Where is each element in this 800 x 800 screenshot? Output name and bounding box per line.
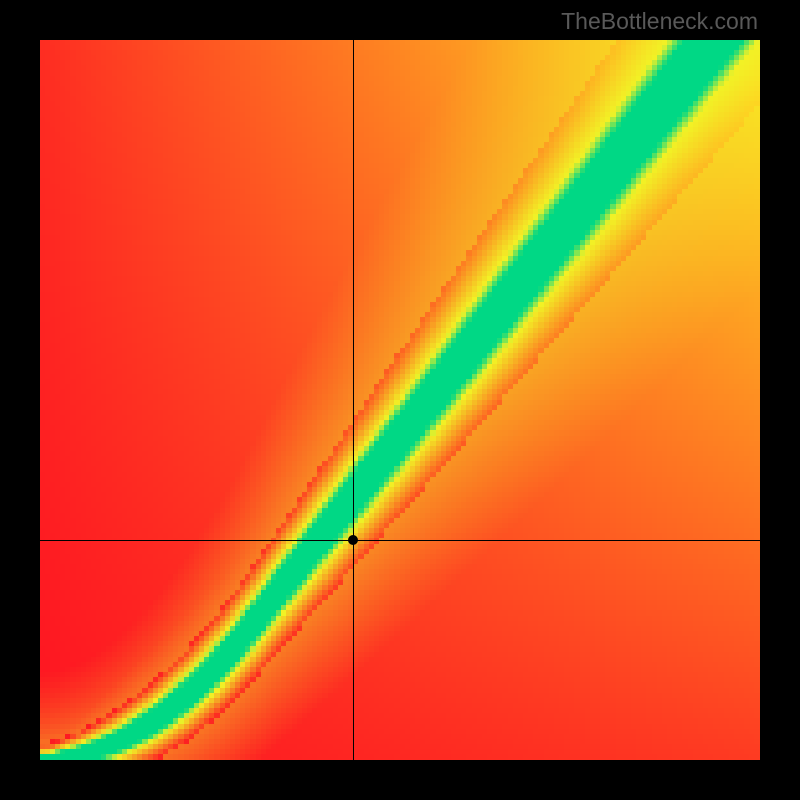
chart-container: TheBottleneck.com (0, 0, 800, 800)
watermark-text: TheBottleneck.com (561, 8, 758, 35)
crosshair-dot (348, 535, 358, 545)
crosshair-horizontal (40, 540, 760, 541)
bottleneck-heatmap (40, 40, 760, 760)
crosshair-vertical (353, 40, 354, 760)
